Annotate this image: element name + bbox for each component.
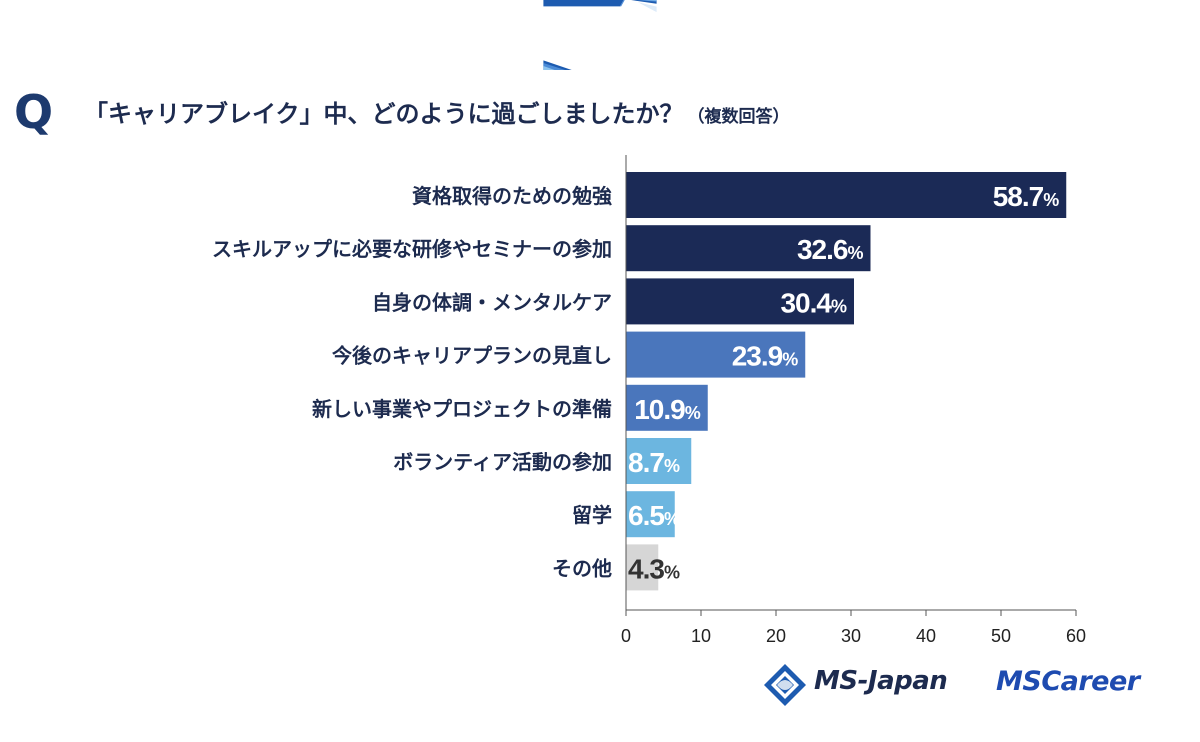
header-title: 「キャリアブレイク」に関する実態調査 [16,19,466,48]
x-tick-label-30: 30 [841,626,861,646]
value-label-2: 32.6% [797,234,864,265]
value-label-3: 30.4% [780,287,847,318]
value-label-4: 23.9% [732,341,799,372]
value-label-6: 8.7% [628,447,680,478]
bar-2 [626,225,871,272]
category-label-8: その他 [552,556,612,580]
category-label-5: 新しい事業やプロジェクトの準備 [312,397,612,421]
category-label-2: スキルアップに必要な研修やセミナーの参加 [212,237,612,261]
question-text-wrap: 「キャリアブレイク」中、どのように過ごしましたか？ （複数回答） [84,96,790,135]
header-banner [543,0,657,70]
value-label-1: 58.7% [993,181,1060,212]
x-tick-label-50: 50 [991,626,1011,646]
category-label-1: 資格取得のための勉強 [412,184,612,208]
x-tick-label-10: 10 [691,626,711,646]
question-note: （複数回答） [687,107,790,127]
bar-6 [626,438,692,484]
bar-5 [626,384,708,431]
category-label-6: ボランティア活動の参加 [393,450,612,474]
bar-7 [626,491,675,538]
value-label-5: 10.9% [634,394,701,425]
category-label-3: 自身の体調・メンタルケア [372,290,612,314]
logo-area: MS-Japan MSCareer [760,654,1180,724]
bar-3 [626,278,854,325]
ms-japan-logo-text: MS-Japan [814,666,948,696]
bar-8 [626,544,659,591]
x-tick-label-40: 40 [916,626,936,646]
x-tick-label-20: 20 [766,626,786,646]
value-label-8: 4.3% [628,553,680,584]
ms-career-logo-text: MSCareer [996,666,1140,697]
value-label-7: 6.5% [628,500,680,531]
bar-4 [626,331,806,378]
x-tick-label-0: 0 [621,626,631,646]
bar-1 [626,172,1067,218]
question-text: 「キャリアブレイク」中、どのように過ごしましたか？ [84,100,684,128]
question-label: Q [14,85,54,139]
category-label-4: 今後のキャリアプランの見直し [332,344,612,368]
category-label-7: 留学 [572,503,612,527]
ms-japan-logo-icon [764,664,806,706]
x-tick-label-60: 60 [1066,626,1086,646]
